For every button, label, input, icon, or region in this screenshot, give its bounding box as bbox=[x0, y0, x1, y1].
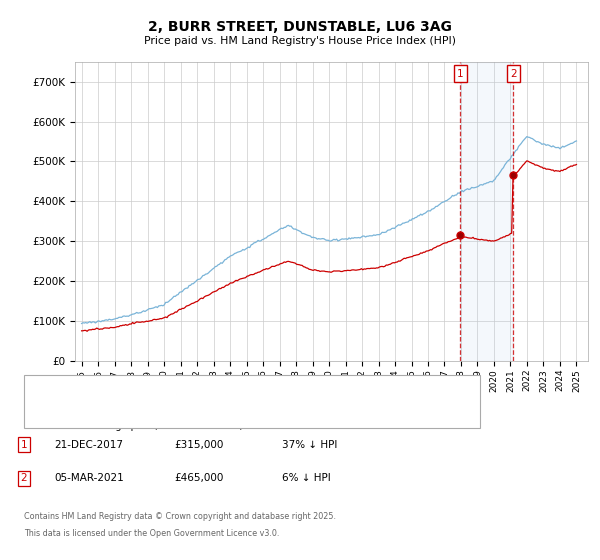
Text: 21-DEC-2017: 21-DEC-2017 bbox=[54, 440, 123, 450]
Text: This data is licensed under the Open Government Licence v3.0.: This data is licensed under the Open Gov… bbox=[24, 529, 280, 538]
Text: ─────: ───── bbox=[33, 385, 71, 398]
Text: 2, BURR STREET, DUNSTABLE, LU6 3AG (detached house): 2, BURR STREET, DUNSTABLE, LU6 3AG (deta… bbox=[65, 384, 347, 394]
Text: 2, BURR STREET, DUNSTABLE, LU6 3AG: 2, BURR STREET, DUNSTABLE, LU6 3AG bbox=[148, 20, 452, 34]
Text: HPI: Average price, detached house, Central Bedfordshire: HPI: Average price, detached house, Cent… bbox=[65, 421, 346, 431]
Text: Price paid vs. HM Land Registry's House Price Index (HPI): Price paid vs. HM Land Registry's House … bbox=[144, 36, 456, 46]
Text: 6% ↓ HPI: 6% ↓ HPI bbox=[282, 473, 331, 483]
Text: 1: 1 bbox=[20, 440, 28, 450]
Text: 37% ↓ HPI: 37% ↓ HPI bbox=[282, 440, 337, 450]
Text: £465,000: £465,000 bbox=[174, 473, 223, 483]
Text: 05-MAR-2021: 05-MAR-2021 bbox=[54, 473, 124, 483]
Text: 1: 1 bbox=[457, 68, 464, 78]
Text: £315,000: £315,000 bbox=[174, 440, 223, 450]
Text: 2: 2 bbox=[510, 68, 517, 78]
Text: ─────: ───── bbox=[33, 422, 71, 435]
Bar bbox=[460, 62, 513, 361]
Text: Contains HM Land Registry data © Crown copyright and database right 2025.: Contains HM Land Registry data © Crown c… bbox=[24, 512, 336, 521]
Text: 2: 2 bbox=[20, 473, 28, 483]
